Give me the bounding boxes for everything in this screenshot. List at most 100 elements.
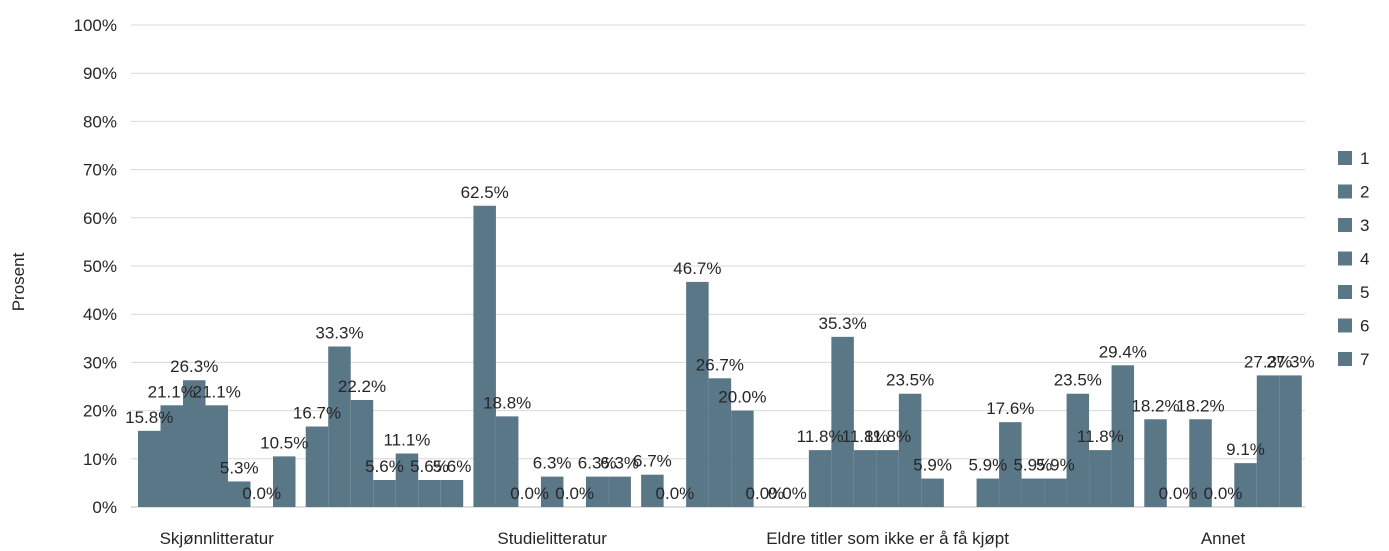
data-label: 27.3% — [1244, 352, 1292, 371]
bar — [1089, 450, 1112, 507]
category-label: Skjønnlitteratur — [160, 529, 275, 548]
data-label: 33.3% — [315, 323, 363, 342]
bar — [1044, 478, 1067, 507]
bar — [999, 422, 1022, 507]
data-label: 11.8% — [842, 427, 889, 446]
bar — [350, 399, 374, 507]
data-labels: 15.8% 21.1% 26.3% 21.1% 5.3% 0.0% 10.5% 16.7% 33… — [125, 183, 1314, 503]
bar — [373, 480, 396, 507]
legend-swatch — [1338, 218, 1352, 232]
data-label: 46.7% — [673, 259, 721, 278]
legend-swatch — [1338, 251, 1352, 266]
legend-label: 5 — [1360, 283, 1369, 302]
legend-swatch — [1338, 285, 1352, 299]
y-tick-label: 90% — [83, 64, 117, 83]
bar — [273, 456, 296, 507]
data-label: 27.3% — [1266, 352, 1314, 371]
bar — [1111, 365, 1135, 507]
data-label: 5.6% — [365, 457, 404, 476]
bar — [473, 205, 496, 507]
bars — [138, 205, 1302, 507]
bar — [1066, 393, 1090, 507]
data-label: 26.7% — [696, 355, 744, 374]
data-label: 11.8% — [797, 427, 844, 446]
y-tick-label: 0% — [92, 498, 117, 517]
y-tick-label: 30% — [83, 353, 117, 372]
bar — [1256, 375, 1280, 507]
legend-swatch — [1338, 318, 1352, 333]
y-tick-label: 40% — [83, 305, 117, 324]
bar — [328, 346, 351, 507]
bar — [1021, 478, 1045, 507]
data-label: 0.0% — [510, 484, 549, 503]
bar — [228, 481, 251, 507]
y-tick-label: 80% — [83, 112, 117, 131]
data-label: 20.0% — [718, 388, 766, 407]
bar — [731, 410, 754, 507]
bar — [808, 450, 832, 507]
bar — [641, 474, 664, 507]
bar — [876, 450, 899, 507]
bar — [1144, 419, 1167, 507]
bar — [585, 476, 609, 507]
bar — [608, 476, 631, 507]
bar — [853, 450, 877, 507]
legend: 1 2 3 4 5 6 7 — [1338, 149, 1369, 369]
data-label: 23.5% — [886, 371, 934, 390]
data-label: 0.0% — [555, 484, 594, 503]
data-label: 17.6% — [986, 399, 1034, 418]
bar — [440, 480, 464, 507]
bar — [898, 393, 922, 507]
data-label: 0.0% — [656, 484, 695, 503]
legend-swatch — [1338, 184, 1352, 199]
y-tick-label: 100% — [74, 16, 117, 35]
bar — [708, 378, 732, 507]
legend-label: 2 — [1360, 183, 1369, 202]
y-axis-label: Prosent — [9, 252, 28, 311]
bar — [976, 478, 1000, 507]
bar — [305, 426, 329, 507]
y-axis-ticks: 0% 10% 20% 30% 40% 50% 60% 70% 80% 90% 100% — [74, 16, 117, 517]
data-label: 0.0% — [746, 484, 785, 503]
bar — [138, 430, 161, 507]
data-label: 11.8% — [1077, 427, 1124, 446]
legend-label: 7 — [1360, 350, 1369, 369]
bar — [540, 476, 564, 507]
bar — [395, 453, 419, 507]
data-label: 5.6% — [433, 457, 472, 476]
data-label: 9.1% — [1226, 440, 1265, 459]
data-label: 0.0% — [1159, 484, 1198, 503]
data-label: 16.7% — [293, 404, 341, 423]
data-label: 29.4% — [1099, 342, 1147, 361]
data-label: 10.5% — [260, 433, 308, 452]
y-tick-label: 50% — [83, 257, 117, 276]
bar — [921, 478, 944, 507]
data-label: 35.3% — [819, 314, 867, 333]
legend-swatch — [1338, 151, 1352, 165]
category-label: Studielitteratur — [497, 529, 607, 548]
data-label: 21.1% — [193, 382, 241, 401]
data-label: 6.3% — [533, 454, 572, 473]
data-label: 0.0% — [242, 484, 281, 503]
bar — [1234, 463, 1257, 507]
bar — [183, 380, 206, 507]
data-label: 21.1% — [148, 382, 196, 401]
category-labels: Skjønnlitteratur Studielitteratur Eldre ti… — [160, 529, 1246, 548]
y-tick-label: 70% — [83, 161, 117, 180]
category-label: Annet — [1201, 529, 1246, 548]
data-label: 26.3% — [170, 357, 218, 376]
data-label: 11.1% — [383, 430, 430, 449]
data-label: 5.9% — [1036, 456, 1075, 475]
y-tick-label: 60% — [83, 209, 117, 228]
legend-swatch — [1338, 352, 1352, 366]
data-label: 0.0% — [768, 484, 807, 503]
data-label: 5.9% — [1013, 456, 1052, 475]
data-label: 5.9% — [968, 456, 1007, 475]
y-tick-label: 10% — [83, 450, 117, 469]
bar — [1189, 419, 1212, 507]
y-tick-label: 20% — [83, 402, 117, 421]
data-label: 5.9% — [913, 456, 952, 475]
data-label: 18.2% — [1131, 396, 1179, 415]
data-label: 5.3% — [220, 458, 259, 477]
data-label: 22.2% — [338, 377, 386, 396]
